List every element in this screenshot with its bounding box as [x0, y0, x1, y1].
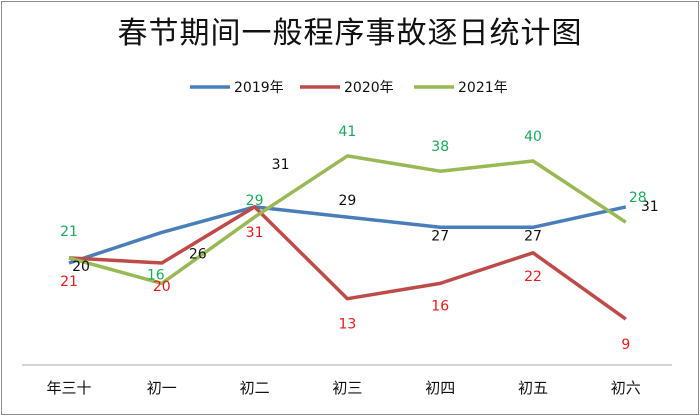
- data-label: 29: [338, 193, 356, 209]
- data-label: 20: [153, 279, 171, 295]
- series-line: [68, 205, 627, 265]
- series-lines: [68, 154, 627, 321]
- x-tick-label: 年三十: [46, 379, 91, 397]
- x-tick-label: 初二: [240, 379, 270, 397]
- data-label: 31: [641, 199, 659, 215]
- data-label: 31: [246, 225, 264, 241]
- x-tick-label: 初六: [611, 379, 641, 397]
- x-tick-label: 初四: [425, 379, 455, 397]
- data-label: 29: [246, 193, 264, 209]
- data-label: 38: [431, 139, 449, 155]
- data-label: 13: [338, 317, 356, 333]
- series-line: [68, 154, 627, 286]
- data-label: 31: [272, 157, 290, 173]
- data-label: 9: [621, 337, 630, 353]
- x-tick-label: 初三: [332, 379, 362, 397]
- data-label: 27: [431, 228, 449, 244]
- data-label: 21: [60, 274, 78, 290]
- legend-label: 2019年: [234, 80, 284, 96]
- data-label: 16: [431, 298, 449, 314]
- data-label: 20: [72, 259, 90, 275]
- series-line: [68, 205, 627, 321]
- data-label: 41: [338, 124, 356, 140]
- data-label: 22: [524, 269, 542, 285]
- legend-label: 2021年: [458, 80, 508, 96]
- data-label: 40: [524, 129, 542, 145]
- data-label: 27: [524, 228, 542, 244]
- data-label: 16: [147, 267, 165, 283]
- x-tick-label: 初一: [147, 379, 177, 397]
- x-tick-label: 初五: [518, 379, 548, 397]
- legend: 2019年 2020年 2021年: [190, 80, 508, 96]
- data-label: 21: [60, 224, 78, 240]
- data-label: 26: [189, 246, 207, 262]
- data-label: 28: [629, 190, 647, 206]
- x-tick-labels: 年三十 初一 初二 初三 初四 初五 初六: [46, 379, 640, 397]
- legend-label: 2020年: [344, 80, 394, 96]
- chart-title: 春节期间一般程序事故逐日统计图: [117, 16, 583, 51]
